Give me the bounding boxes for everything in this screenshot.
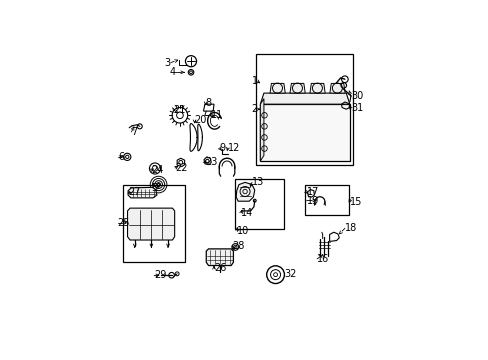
Bar bbox=[123, 185, 185, 262]
Text: 21: 21 bbox=[173, 105, 185, 115]
Text: 8: 8 bbox=[205, 98, 211, 108]
Text: 23: 23 bbox=[204, 157, 217, 167]
Text: 22: 22 bbox=[175, 163, 187, 173]
Text: 3: 3 bbox=[164, 58, 170, 68]
Text: 19: 19 bbox=[306, 195, 318, 206]
Polygon shape bbox=[269, 84, 285, 93]
Text: 29: 29 bbox=[154, 270, 166, 280]
Polygon shape bbox=[260, 93, 349, 104]
Text: 18: 18 bbox=[344, 223, 356, 233]
Text: 20: 20 bbox=[194, 115, 206, 125]
Polygon shape bbox=[236, 183, 254, 201]
Polygon shape bbox=[128, 187, 157, 198]
Text: 9: 9 bbox=[219, 143, 225, 153]
Bar bbox=[256, 54, 352, 165]
Text: 17: 17 bbox=[306, 187, 318, 197]
Text: 14: 14 bbox=[241, 208, 253, 218]
Bar bbox=[235, 179, 284, 229]
Text: 2: 2 bbox=[251, 104, 257, 114]
Text: 15: 15 bbox=[350, 197, 362, 207]
Polygon shape bbox=[206, 249, 233, 266]
Polygon shape bbox=[260, 99, 264, 161]
Text: 30: 30 bbox=[350, 91, 363, 102]
Polygon shape bbox=[329, 84, 345, 93]
Text: 31: 31 bbox=[350, 103, 363, 113]
Text: 11: 11 bbox=[211, 110, 223, 120]
Text: 5: 5 bbox=[151, 183, 158, 193]
Text: 27: 27 bbox=[128, 187, 141, 197]
Text: 13: 13 bbox=[251, 177, 264, 187]
Polygon shape bbox=[127, 208, 174, 240]
Text: 6: 6 bbox=[118, 152, 124, 162]
Text: 25: 25 bbox=[117, 218, 130, 228]
Polygon shape bbox=[289, 84, 305, 93]
Bar bbox=[304, 185, 348, 215]
Text: 1: 1 bbox=[251, 76, 257, 86]
Text: 4: 4 bbox=[169, 67, 175, 77]
Text: 28: 28 bbox=[231, 241, 244, 251]
Text: 10: 10 bbox=[237, 226, 249, 236]
Polygon shape bbox=[309, 84, 325, 93]
Text: 32: 32 bbox=[284, 269, 296, 279]
Text: 16: 16 bbox=[317, 254, 329, 264]
Text: 24: 24 bbox=[151, 165, 163, 175]
Polygon shape bbox=[260, 104, 349, 161]
Text: 26: 26 bbox=[214, 263, 226, 273]
Text: 7: 7 bbox=[131, 127, 138, 137]
Text: 12: 12 bbox=[227, 143, 240, 153]
